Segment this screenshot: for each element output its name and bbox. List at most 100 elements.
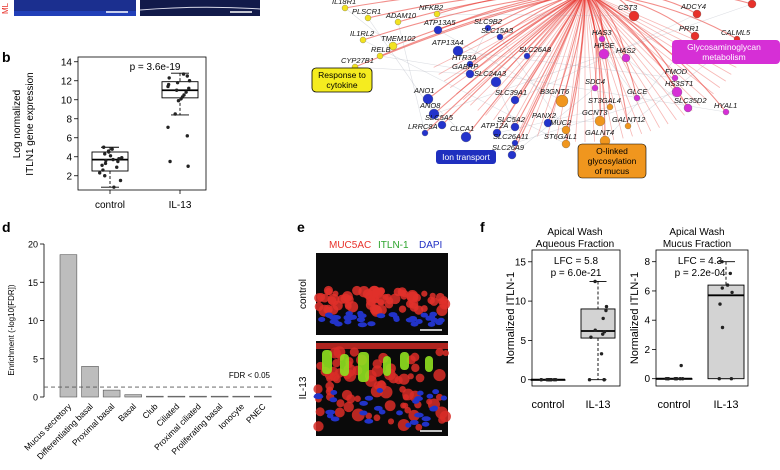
stain-green-region bbox=[383, 356, 391, 376]
category-o-linked-line2: glycosylation bbox=[588, 156, 637, 166]
gene-label: HYAL1 bbox=[714, 101, 737, 110]
stain-red-blob bbox=[421, 290, 428, 297]
gene-node bbox=[433, 25, 443, 35]
bar-ionocyte bbox=[232, 395, 250, 398]
stain-red-blob bbox=[365, 412, 373, 420]
gene-label: SLC5A2 bbox=[497, 115, 526, 124]
network-edge bbox=[510, 0, 582, 128]
stain-nucleus bbox=[417, 390, 424, 396]
y-tick-label: 15 bbox=[28, 278, 38, 288]
network-edge bbox=[555, 0, 584, 141]
stain-red-blob bbox=[313, 384, 323, 394]
y-tick-label: 14 bbox=[61, 57, 73, 68]
stain-nucleus bbox=[345, 311, 353, 317]
data-point bbox=[545, 378, 549, 382]
network-edge bbox=[586, 0, 624, 139]
stain-red-blob bbox=[437, 298, 444, 305]
gene-node bbox=[690, 31, 700, 41]
data-point bbox=[680, 376, 685, 381]
stain-red-blob bbox=[382, 293, 389, 300]
stain-red-blob bbox=[407, 373, 414, 380]
stain-nucleus bbox=[356, 317, 366, 323]
gene-label: ANO1 bbox=[413, 86, 434, 95]
stain-nucleus bbox=[440, 395, 448, 401]
panel-f-right-title2: Mucus Fraction bbox=[663, 239, 731, 250]
category-gag-line2: metabolism bbox=[702, 52, 745, 62]
y-tick-label: 2 bbox=[644, 345, 650, 356]
y-tick-label: 8 bbox=[644, 257, 650, 268]
stain-red-blob bbox=[400, 402, 407, 409]
stain-red-blob bbox=[313, 421, 324, 432]
data-point bbox=[174, 88, 179, 92]
data-point bbox=[587, 378, 592, 382]
micrograph-il13-cells bbox=[313, 343, 451, 432]
network-edge bbox=[362, 0, 527, 41]
gene-label: GALNT12 bbox=[612, 115, 646, 124]
data-point bbox=[111, 157, 115, 162]
panel-d-plot: 0 5 10 15 20 Mucus secretoryDifferentiating … bbox=[7, 240, 274, 461]
gene-label: PLCB4 bbox=[736, 0, 760, 1]
stain-nucleus bbox=[367, 321, 376, 327]
gene-node bbox=[507, 150, 517, 160]
gene-label: SLC26A9 bbox=[492, 143, 525, 152]
stain-nucleus bbox=[334, 321, 343, 327]
bar-proximal-basal bbox=[102, 389, 121, 398]
data-point bbox=[720, 259, 724, 264]
stain-green-region bbox=[322, 350, 332, 374]
panel-f-left-xlabel-control: control bbox=[531, 399, 564, 411]
gene-node bbox=[465, 69, 475, 79]
data-point bbox=[101, 168, 105, 172]
data-point bbox=[589, 335, 593, 339]
data-point bbox=[168, 159, 172, 164]
stain-nucleus bbox=[412, 398, 420, 404]
bar-mucus-secretory bbox=[59, 254, 78, 398]
data-point bbox=[120, 156, 124, 160]
gene-label: ADCY4 bbox=[680, 2, 706, 11]
data-point bbox=[173, 112, 177, 116]
gene-node bbox=[561, 139, 571, 149]
gene-label: B3GNT6 bbox=[540, 87, 570, 96]
gene-label: HPSE bbox=[594, 41, 615, 50]
gene-node bbox=[460, 131, 472, 143]
stain-red-blob bbox=[398, 305, 407, 313]
stain-nucleus bbox=[373, 405, 383, 411]
network-edge bbox=[495, 0, 577, 83]
network-edge bbox=[433, 3, 753, 115]
network-edge bbox=[514, 91, 678, 144]
data-point bbox=[187, 79, 192, 83]
stain-red-blob bbox=[389, 293, 401, 305]
data-point bbox=[675, 376, 679, 381]
data-point bbox=[725, 283, 730, 287]
network-edge bbox=[597, 0, 727, 113]
stain-nucleus bbox=[364, 395, 374, 401]
stain-nucleus bbox=[426, 393, 434, 399]
data-point bbox=[104, 158, 108, 163]
panel-d-axis: 0 5 10 15 20 bbox=[28, 240, 45, 403]
box-IL-13 bbox=[580, 308, 616, 339]
stain-red-blob bbox=[384, 400, 396, 412]
network-edge bbox=[427, 98, 467, 138]
y-tick-label: 12 bbox=[61, 76, 73, 87]
network-edge bbox=[547, 120, 601, 124]
network-edge bbox=[588, 0, 629, 127]
bar-basal bbox=[124, 394, 142, 398]
stain-red-blob bbox=[415, 423, 423, 431]
panel-f-left-p: p = 6.0e-21 bbox=[551, 268, 602, 279]
network-edge bbox=[518, 0, 582, 132]
network-edge bbox=[436, 13, 635, 17]
stain-red-blob bbox=[352, 285, 362, 296]
stain-red-blob bbox=[373, 381, 383, 390]
stain-nucleus bbox=[349, 314, 357, 320]
network-edge bbox=[511, 0, 583, 156]
network-edge bbox=[379, 55, 727, 113]
network-edge bbox=[485, 0, 580, 116]
network-edge bbox=[499, 0, 564, 38]
stain-red-blob bbox=[369, 304, 380, 315]
network-edge bbox=[623, 0, 696, 37]
gene-label: HAS3 bbox=[592, 28, 612, 37]
network-edge bbox=[595, 0, 721, 88]
gene-label: ADAM10 bbox=[385, 11, 417, 20]
data-point bbox=[176, 99, 181, 103]
data-point bbox=[552, 378, 556, 382]
panel-letter-f: f bbox=[480, 219, 485, 235]
